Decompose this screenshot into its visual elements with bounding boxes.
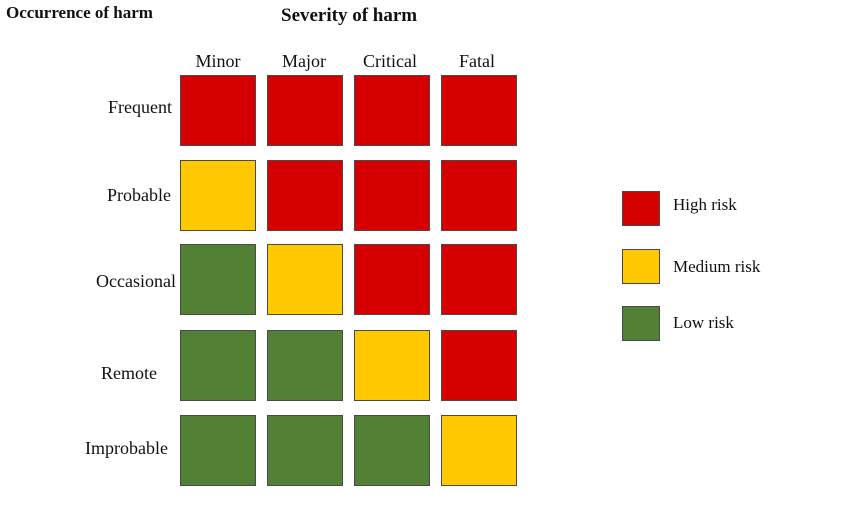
risk-cell-occasional-major bbox=[267, 244, 343, 315]
column-header-critical: Critical bbox=[363, 51, 417, 71]
column-header-fatal: Fatal bbox=[459, 51, 495, 71]
risk-cell-remote-minor bbox=[180, 330, 256, 401]
risk-cell-probable-minor bbox=[180, 160, 256, 231]
risk-cell-remote-critical bbox=[354, 330, 430, 401]
risk-cell-frequent-critical bbox=[354, 75, 430, 146]
legend-swatch-high bbox=[622, 191, 660, 226]
row-header-improbable: Improbable bbox=[85, 438, 168, 458]
legend-label-low: Low risk bbox=[673, 313, 734, 332]
column-header-major: Major bbox=[282, 51, 326, 71]
legend-label-high: High risk bbox=[673, 195, 737, 214]
occurrence-axis-title: Occurrence of harm bbox=[6, 3, 153, 22]
column-header-minor: Minor bbox=[195, 51, 241, 71]
risk-cell-probable-fatal bbox=[441, 160, 517, 231]
row-header-remote: Remote bbox=[101, 363, 157, 383]
risk-cell-occasional-minor bbox=[180, 244, 256, 315]
row-header-probable: Probable bbox=[107, 185, 171, 205]
risk-cell-frequent-major bbox=[267, 75, 343, 146]
risk-cell-probable-critical bbox=[354, 160, 430, 231]
risk-cell-improbable-fatal bbox=[441, 415, 517, 486]
risk-cell-frequent-fatal bbox=[441, 75, 517, 146]
risk-cell-occasional-critical bbox=[354, 244, 430, 315]
legend-swatch-medium bbox=[622, 249, 660, 284]
risk-cell-remote-major bbox=[267, 330, 343, 401]
risk-cell-remote-fatal bbox=[441, 330, 517, 401]
row-header-frequent: Frequent bbox=[108, 97, 172, 117]
risk-cell-improbable-major bbox=[267, 415, 343, 486]
risk-cell-improbable-critical bbox=[354, 415, 430, 486]
risk-cell-occasional-fatal bbox=[441, 244, 517, 315]
risk-cell-improbable-minor bbox=[180, 415, 256, 486]
risk-cell-probable-major bbox=[267, 160, 343, 231]
row-header-occasional: Occasional bbox=[96, 271, 176, 291]
legend-swatch-low bbox=[622, 306, 660, 341]
risk-cell-frequent-minor bbox=[180, 75, 256, 146]
legend-label-medium: Medium risk bbox=[673, 257, 761, 276]
severity-axis-title: Severity of harm bbox=[281, 5, 418, 26]
